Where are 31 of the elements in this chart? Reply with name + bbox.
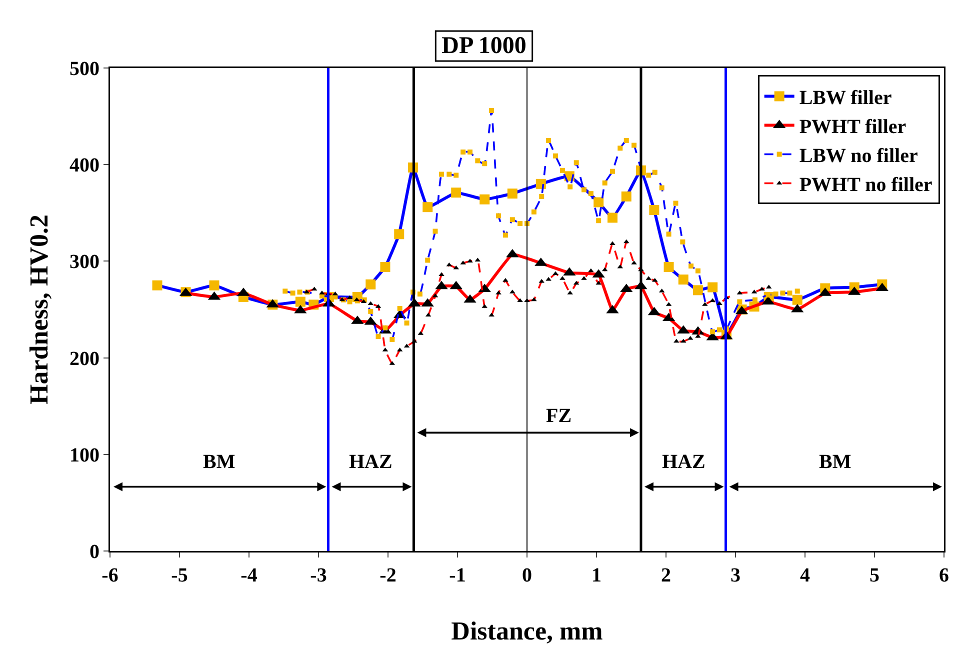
legend-label: PWHT no filler — [799, 174, 932, 196]
x-tick-label: 4 — [800, 564, 810, 586]
x-tick-label: -5 — [171, 564, 188, 586]
x-tick-label: 6 — [939, 564, 949, 586]
annotation: HAZ — [662, 451, 706, 473]
x-tick-label: -6 — [102, 564, 118, 586]
annotation: BM — [203, 451, 236, 473]
annotation: HAZ — [349, 451, 392, 473]
y-tick-label: 500 — [70, 58, 100, 80]
y-axis-title: Hardness, HV0.2 — [24, 214, 54, 404]
x-axis-title: Distance, mm — [451, 616, 604, 646]
x-tick-label: -2 — [380, 564, 396, 586]
annotation: BM — [819, 451, 852, 473]
annotation: FZ — [546, 405, 572, 427]
y-tick-label: 100 — [70, 444, 100, 466]
x-tick-label: 0 — [522, 564, 532, 586]
x-tick-label: -4 — [240, 564, 258, 586]
legend-label: LBW filler — [799, 87, 892, 110]
x-tick-label: -3 — [310, 564, 327, 586]
y-tick-label: 0 — [90, 541, 100, 563]
y-tick-label: 200 — [70, 348, 100, 370]
x-tick-label: 2 — [661, 564, 671, 586]
y-tick-label: 400 — [70, 154, 100, 177]
chart-title: DP 1000 — [442, 33, 526, 60]
legend-label: PWHT filler — [799, 116, 906, 138]
x-tick-label: 1 — [592, 564, 602, 586]
y-tick-label: 300 — [70, 251, 100, 274]
legend-label: LBW no filler — [799, 145, 918, 168]
x-tick-label: 5 — [870, 564, 880, 586]
x-tick-label: 3 — [730, 564, 740, 586]
x-tick-label: -1 — [449, 564, 466, 586]
